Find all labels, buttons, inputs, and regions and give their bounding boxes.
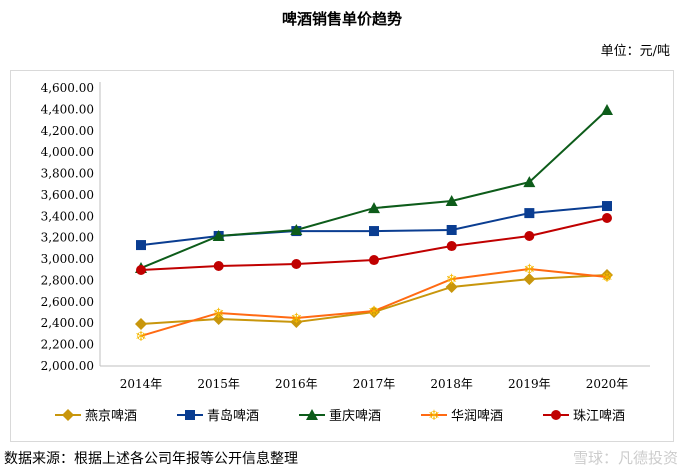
y-tick-label: 2,200.00	[41, 338, 94, 352]
x-tick-label: 2019年	[508, 377, 551, 391]
legend-label: 华润啤酒	[451, 409, 503, 424]
data-point-0-0	[135, 317, 147, 330]
data-point-1-3	[369, 226, 379, 237]
source-note: 数据来源：根据上述各公司年报等公开信息整理	[4, 451, 298, 467]
data-point-3-6: ❄	[601, 270, 613, 286]
watermark: 雪球：凡德投资	[572, 449, 678, 467]
y-tick-label: 3,400.00	[41, 209, 94, 223]
y-tick-label: 4,400.00	[41, 102, 94, 116]
data-point-4-1	[213, 261, 224, 272]
data-point-2-4	[445, 195, 458, 207]
x-tick-label: 2018年	[430, 377, 473, 391]
y-tick-label: 4,000.00	[41, 145, 94, 159]
data-point-4-0	[136, 264, 146, 275]
data-point-3-0: ❄	[135, 329, 147, 345]
legend-marker-3: ❄	[428, 408, 440, 424]
x-tick-label: 2017年	[353, 377, 396, 391]
y-tick-label: 2,400.00	[41, 316, 94, 330]
data-point-0-1	[212, 312, 225, 325]
y-tick-label: 2,000.00	[41, 359, 94, 373]
legend-label: 珠江啤酒	[573, 409, 625, 424]
data-point-1-0	[136, 240, 146, 251]
chart-frame	[10, 70, 674, 442]
data-point-2-6	[601, 104, 613, 116]
y-tick-label: 2,800.00	[41, 273, 94, 287]
x-tick-label: 2020年	[586, 377, 629, 391]
y-tick-label: 2,600.00	[41, 295, 94, 309]
legend-label: 燕京啤酒	[85, 409, 137, 424]
chart-title: 啤酒销售单价趋势	[281, 10, 402, 28]
unit-label: 单位：元/吨	[600, 44, 670, 59]
data-point-3-3: ❄	[368, 304, 380, 320]
y-tick-label: 3,200.00	[41, 231, 94, 245]
data-point-2-2	[290, 223, 303, 235]
legend-marker-0	[62, 409, 74, 421]
data-point-4-6	[602, 213, 612, 224]
data-point-4-5	[524, 230, 535, 241]
data-point-1-6	[602, 201, 612, 212]
data-point-4-4	[446, 241, 457, 252]
data-point-2-5	[523, 176, 536, 188]
legend-label: 青岛啤酒	[207, 408, 259, 424]
y-tick-label: 4,200.00	[41, 124, 94, 138]
data-point-4-3	[369, 255, 379, 266]
data-point-2-1	[212, 229, 225, 241]
legend-marker-2	[306, 409, 318, 420]
x-tick-label: 2016年	[275, 377, 318, 391]
data-point-0-2	[290, 316, 303, 329]
y-tick-label: 3,800.00	[41, 167, 94, 181]
y-tick-label: 3,000.00	[41, 252, 94, 266]
legend-label: 重庆啤酒	[329, 408, 381, 424]
x-tick-label: 2014年	[120, 377, 163, 391]
legend-marker-1	[185, 410, 195, 420]
data-point-3-2: ❄	[290, 311, 302, 327]
data-point-2-3	[368, 202, 380, 214]
data-point-3-4: ❄	[446, 272, 458, 288]
data-point-0-5	[523, 273, 536, 286]
data-point-0-4	[445, 280, 458, 293]
x-tick-label: 2015年	[197, 377, 240, 391]
data-point-1-5	[524, 208, 535, 219]
data-point-0-6	[601, 269, 613, 282]
data-point-3-5: ❄	[523, 262, 535, 278]
legend-marker-4	[551, 410, 561, 420]
data-point-3-1: ❄	[213, 306, 225, 322]
series-line-2	[140, 109, 608, 269]
data-point-4-2	[291, 258, 302, 269]
y-tick-label: 3,600.00	[41, 188, 94, 202]
y-tick-label: 4,600.00	[41, 81, 94, 95]
series-line-3	[140, 268, 608, 337]
data-point-1-4	[446, 224, 457, 235]
